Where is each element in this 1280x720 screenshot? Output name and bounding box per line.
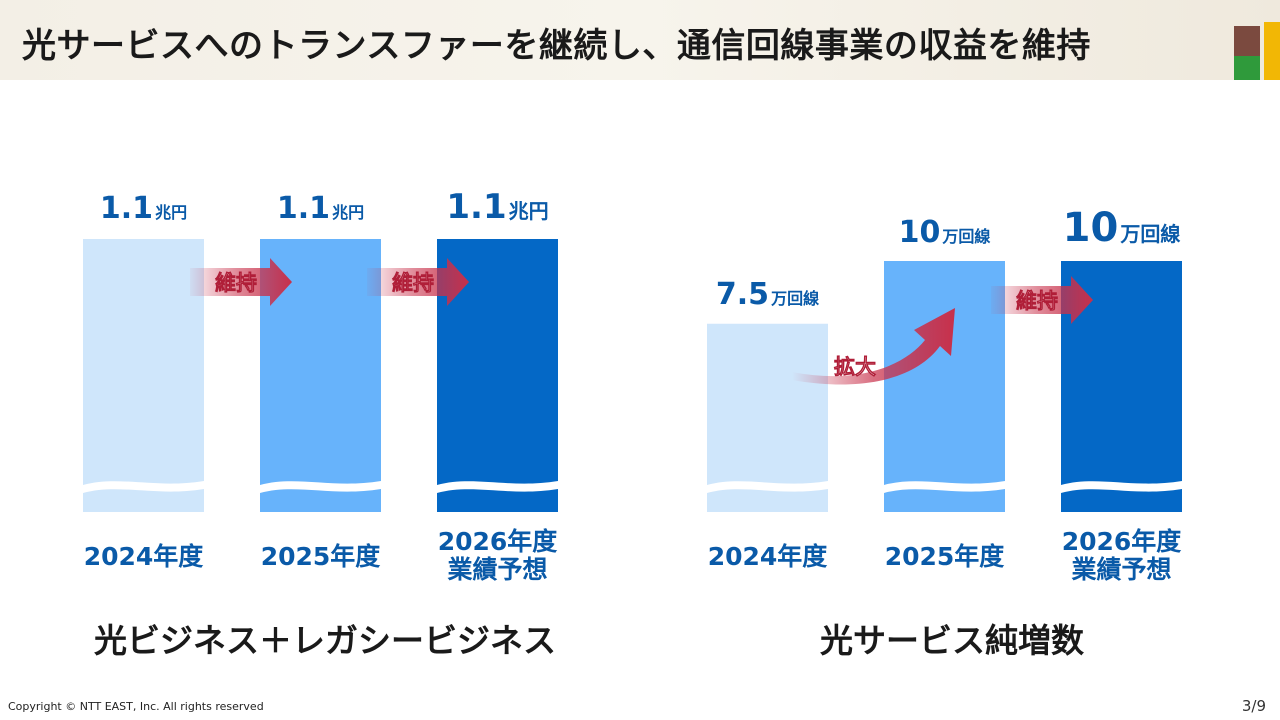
value-number: 10: [899, 215, 941, 250]
axis-break-wave: [1061, 481, 1182, 493]
value-label: 1.1 兆円: [100, 191, 187, 226]
bar-1: [83, 239, 204, 512]
value-unit: 兆円: [509, 199, 549, 223]
accent-block-green: [1234, 56, 1260, 80]
chart-1: 1.1 兆円2024年度1.1 兆円2025年度1.1 兆円2026年度業績予想維持維…: [83, 187, 558, 660]
value-label: 10 万回線: [899, 215, 991, 250]
axis-break-wave: [437, 481, 558, 493]
value-unit: 万回線: [770, 289, 819, 308]
value-number: 1.1: [277, 191, 330, 226]
copyright-text: Copyright © NTT EAST, Inc. All rights re…: [8, 700, 264, 713]
arrow-label: 維持: [392, 271, 434, 295]
axis-break-wave: [260, 481, 381, 493]
category-label: 2024年度: [708, 542, 828, 571]
arrow-label: 維持: [215, 271, 257, 295]
curved-arrow-shape: [792, 308, 955, 385]
arrow-shape: [367, 258, 469, 306]
annotation-arrow: 拡大: [792, 308, 955, 385]
arrow-shape: [991, 276, 1093, 324]
arrow-shape: [190, 258, 292, 306]
category-label: 2025年度: [885, 542, 1005, 571]
category-label: 2025年度: [261, 542, 381, 571]
arrow-label: 拡大: [834, 355, 876, 379]
value-label: 1.1 兆円: [277, 191, 364, 226]
value-unit: 兆円: [332, 203, 364, 222]
value-number: 7.5: [716, 277, 769, 312]
page-title: 光サービスへのトランスファーを継続し、通信回線事業の収益を維持: [22, 26, 1091, 66]
category-label: 2026年度業績予想: [438, 527, 558, 584]
axis-break-wave: [884, 481, 1005, 493]
value-number: 10: [1063, 205, 1119, 251]
axis-break-wave: [707, 481, 828, 493]
page-number: 3/9: [1241, 697, 1266, 715]
accent-block-yellow: [1264, 22, 1280, 80]
arrow-label: 維持: [1016, 289, 1058, 313]
header-bar: 光サービスへのトランスファーを継続し、通信回線事業の収益を維持: [0, 0, 1280, 80]
bar-1: [707, 323, 828, 512]
annotation-arrow: 維持: [190, 258, 292, 306]
value-unit: 兆円: [155, 203, 187, 222]
axis-break-wave: [83, 481, 204, 493]
value-number: 1.1: [446, 187, 506, 227]
value-label: 10 万回線: [1063, 205, 1181, 251]
value-unit: 万回線: [1119, 222, 1180, 246]
chart-title: 光ビジネス＋レガシービジネス: [94, 621, 556, 660]
annotation-arrow: 維持: [367, 258, 469, 306]
chart-title: 光サービス純増数: [820, 621, 1085, 660]
value-label: 1.1 兆円: [446, 187, 548, 227]
bar-2: [884, 261, 1005, 512]
value-label: 7.5 万回線: [716, 277, 819, 312]
value-number: 1.1: [100, 191, 153, 226]
annotation-arrow: 維持: [991, 276, 1093, 324]
value-unit: 万回線: [941, 227, 990, 246]
accent-block-brown: [1234, 26, 1260, 56]
category-label: 2024年度: [84, 542, 204, 571]
category-label: 2026年度業績予想: [1062, 527, 1182, 584]
